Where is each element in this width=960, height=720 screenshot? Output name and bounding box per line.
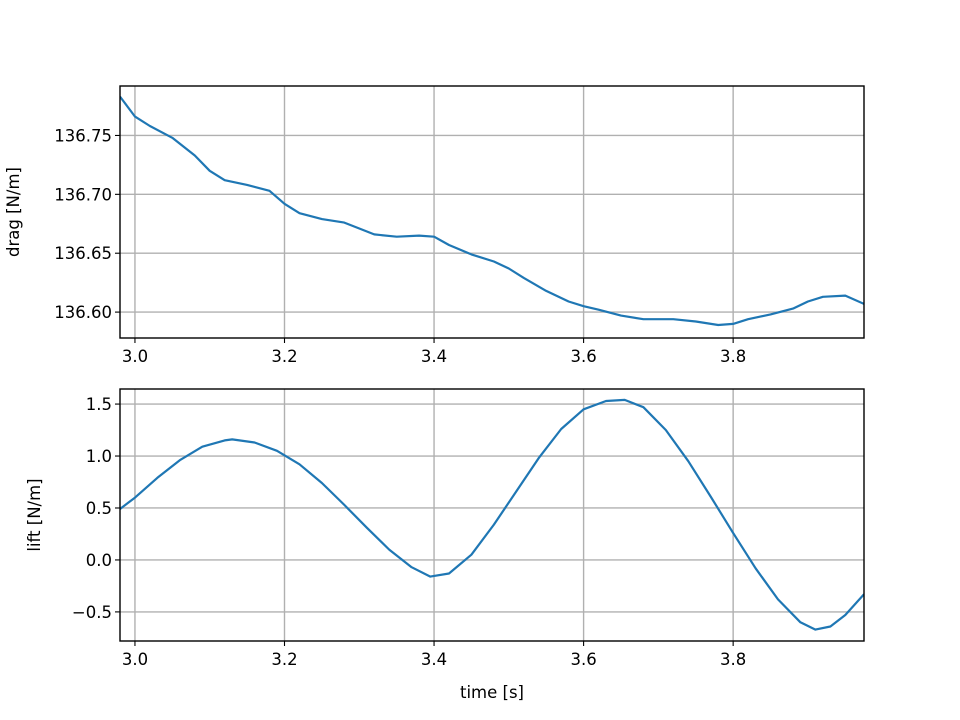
drag-y-axis-label: drag [N/m] [4, 167, 23, 257]
lift-x-tick-label: 3.6 [570, 650, 596, 669]
lift-x-tick-label: 3.4 [421, 650, 447, 669]
time-x-axis-label: time [s] [460, 683, 524, 702]
drag-axes-frame [119, 85, 865, 339]
drag-plot [120, 95, 864, 327]
drag-x-tick-label: 3.4 [421, 347, 447, 366]
lift-grid [120, 389, 864, 641]
lift-y-tick-label: 1.0 [86, 447, 112, 466]
drag-ticks: 3.0 3.2 3.4 3.6 3.8 136.60 136.65 136.70 136.75 [54, 126, 746, 366]
lift-y-tick-label: 0.0 [86, 551, 112, 570]
drag-y-tick-label: 136.65 [54, 244, 112, 263]
drag-x-tick-label: 3.6 [570, 347, 596, 366]
drag-y-tick-label: 136.60 [54, 303, 112, 322]
drag-y-tick-label: 136.75 [54, 126, 112, 145]
lift-series-line [120, 398, 864, 631]
lift-x-tick-label: 3.0 [122, 650, 148, 669]
drag-y-tick-label: 136.70 [54, 185, 112, 204]
drag-panel: 3.0 3.2 3.4 3.6 3.8136.60136.65136.70136.75 … [4, 85, 865, 366]
lift-ticks: 3.0 3.2 3.4 3.6 3.8 −0.5 0.0 0.5 1.0 1.5 [72, 395, 746, 669]
drag-grid [120, 86, 864, 338]
lift-y-tick-label: −0.5 [72, 603, 112, 622]
drag-x-tick-label: 3.0 [122, 347, 148, 366]
lift-x-tick-label: 3.8 [720, 650, 746, 669]
lift-y-tick-label: 0.5 [86, 499, 112, 518]
lift-x-tick-label: 3.2 [271, 650, 297, 669]
drag-x-tick-label: 3.8 [720, 347, 746, 366]
lift-axes-frame [119, 388, 865, 642]
drag-series-line [120, 95, 864, 327]
lift-panel: 3.0 3.2 3.4 3.6 3.8 −0.5 0.0 0.5 1.0 1.5 lift [N/… [25, 388, 865, 702]
lift-y-axis-label: lift [N/m] [25, 478, 44, 551]
drag-x-tick-label: 3.2 [271, 347, 297, 366]
lift-plot [120, 398, 864, 631]
lift-y-tick-label: 1.5 [86, 395, 112, 414]
